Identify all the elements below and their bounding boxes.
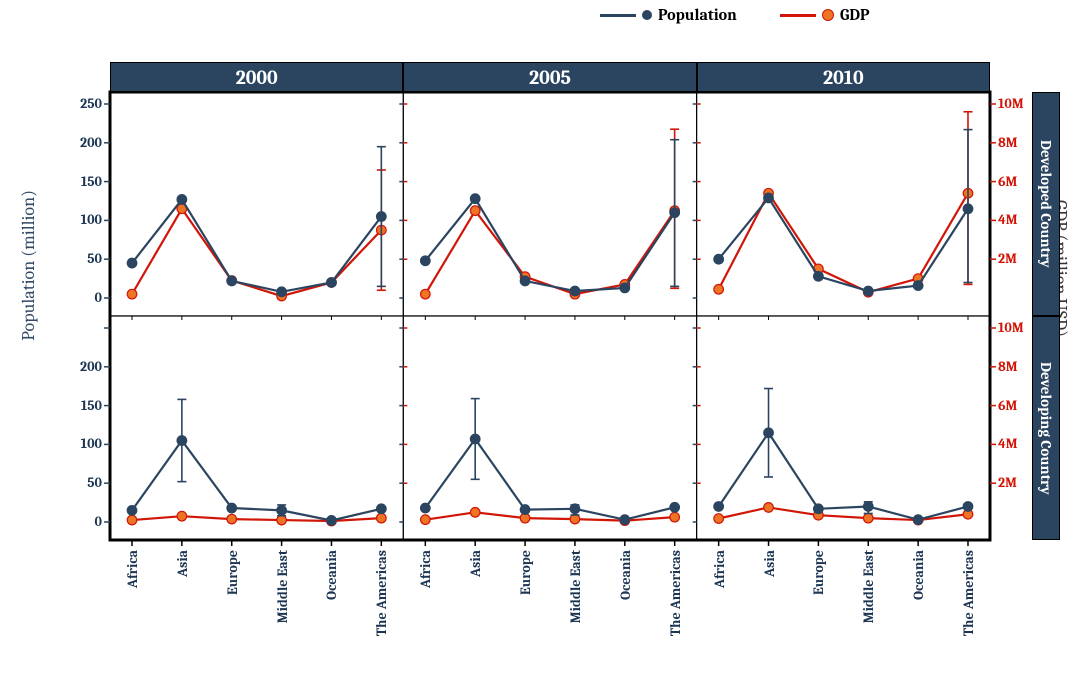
xtick-label: Europe xyxy=(517,550,534,595)
xtick-label: Oceania xyxy=(323,550,340,600)
ytick-right: 2M xyxy=(998,250,1042,267)
xtick-label: Asia xyxy=(761,550,778,577)
ytick-right: 6M xyxy=(998,397,1042,414)
col-header-2000: 2000 xyxy=(110,62,403,92)
ytick-left: 0 xyxy=(62,513,102,530)
ytick-left: 50 xyxy=(62,474,102,491)
legend-line xyxy=(600,14,636,17)
xtick-label: The Americas xyxy=(373,550,390,636)
ytick-right: 10M xyxy=(998,95,1042,112)
ytick-right: 6M xyxy=(998,173,1042,190)
ytick-left: 150 xyxy=(62,173,102,190)
legend-gdp: GDP xyxy=(780,6,870,24)
xtick-label: Middle East xyxy=(860,550,877,623)
xtick-label: Europe xyxy=(224,550,241,595)
xtick-label: Oceania xyxy=(910,550,927,600)
xtick-label: Asia xyxy=(174,550,191,577)
row-header: Developing Country xyxy=(1032,316,1060,540)
xtick-label: Middle East xyxy=(567,550,584,623)
ytick-left: 200 xyxy=(62,358,102,375)
ytick-left: 0 xyxy=(62,289,102,306)
xtick-label: The Americas xyxy=(960,550,977,636)
col-header-2005: 2005 xyxy=(403,62,696,92)
legend-line xyxy=(780,14,816,17)
xtick-label: Asia xyxy=(467,550,484,577)
col-header-2010: 2010 xyxy=(697,62,990,92)
xtick-label: The Americas xyxy=(667,550,684,636)
ytick-right: 8M xyxy=(998,358,1042,375)
ytick-left: 250 xyxy=(62,95,102,112)
ytick-left: 50 xyxy=(62,250,102,267)
legend-dot xyxy=(642,10,652,20)
ytick-left: 150 xyxy=(62,397,102,414)
ytick-left: 100 xyxy=(62,435,102,452)
xtick-label: Europe xyxy=(810,550,827,595)
xtick-label: Oceania xyxy=(617,550,634,600)
xtick-label: Africa xyxy=(711,550,728,588)
legend-population: Population xyxy=(600,6,737,24)
legend-label: Population xyxy=(658,6,737,24)
legend-label: GDP xyxy=(840,6,870,24)
ytick-right: 4M xyxy=(998,435,1042,452)
xtick-label: Middle East xyxy=(274,550,291,623)
xtick-label: Africa xyxy=(417,550,434,588)
ytick-right: 2M xyxy=(998,474,1042,491)
y-axis-label-left: Population (million) xyxy=(18,190,39,341)
ytick-left: 200 xyxy=(62,134,102,151)
row-header: Developed Country xyxy=(1032,92,1060,316)
ytick-right: 8M xyxy=(998,134,1042,151)
ytick-left: 100 xyxy=(62,211,102,228)
ytick-right: 10M xyxy=(998,319,1042,336)
ytick-right: 4M xyxy=(998,211,1042,228)
legend-dot xyxy=(822,9,834,21)
xtick-label: Africa xyxy=(124,550,141,588)
